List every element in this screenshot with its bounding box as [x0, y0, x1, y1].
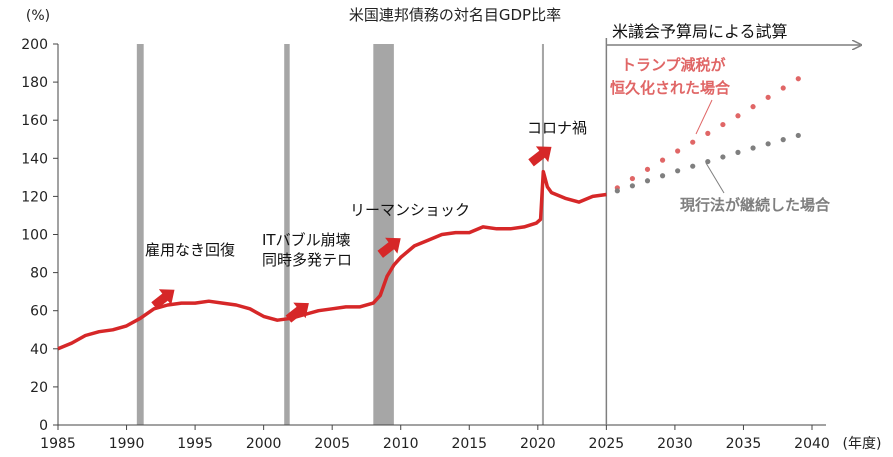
label-trump-line2: 恒久化された場合	[610, 79, 731, 97]
leader-current	[705, 162, 725, 194]
x-tick-label: 2000	[246, 436, 282, 452]
annotation-arrow	[151, 289, 175, 310]
x-tick-label: 2005	[314, 436, 350, 452]
y-tick-label: 160	[21, 113, 48, 129]
forecast-marker: 米議会予算局による試算	[605, 22, 860, 425]
x-tick-label: 2040	[794, 436, 830, 452]
series-current-point	[750, 145, 756, 151]
series	[57, 76, 801, 351]
label-current-law: 現行法が継続した場合	[680, 196, 831, 214]
annotation-it-bubble-line1: ITバブル崩壊	[262, 231, 351, 249]
series-trump-point	[750, 104, 756, 110]
series-trump-point	[644, 166, 651, 172]
x-tick-label: 1990	[109, 436, 145, 452]
series-trump-point	[720, 121, 726, 128]
annotation-arrow	[377, 237, 401, 258]
series-actual-line	[57, 169, 607, 351]
series-trump-point	[705, 130, 711, 136]
y-tick-label: 0	[39, 418, 48, 434]
series-current-point	[795, 132, 801, 139]
x-tick-label: 1985	[40, 436, 76, 452]
recession-band	[541, 44, 544, 425]
y-tick-label: 100	[21, 228, 48, 244]
y-tick-label: 20	[30, 380, 48, 396]
series-current-point	[629, 183, 636, 189]
series-trump-point	[765, 94, 771, 100]
recession-band	[136, 44, 144, 425]
series-current-point	[675, 168, 681, 174]
series-current-point	[659, 173, 666, 179]
annotation-lehman: リーマンショック	[350, 201, 470, 219]
series-trump-point	[675, 148, 681, 154]
label-trump-text: トランプ減税が	[621, 56, 727, 74]
series-current-point	[690, 163, 696, 169]
annotation-covid: コロナ禍	[527, 119, 587, 137]
axes: 米国連邦債務の対名目GDP比率 (%) (年度) 020406080100120…	[21, 6, 881, 452]
label-trump-line1: トランプ減税が	[621, 56, 727, 74]
y-tick-label: 120	[21, 189, 48, 205]
label-trump-text2: 恒久化された場合	[610, 79, 731, 97]
series-trump-point	[690, 139, 696, 145]
series-current-point	[614, 188, 620, 194]
series-current-point	[735, 149, 741, 155]
x-tick-label: 2010	[383, 436, 419, 452]
y-tick-label: 80	[30, 266, 48, 282]
annotation-jobless-recovery: 雇用なき回復	[145, 241, 235, 259]
y-tick-label: 200	[21, 37, 48, 53]
series-current-point	[765, 141, 771, 147]
series-trump-point	[659, 157, 666, 163]
y-axis-label: (%)	[26, 8, 50, 24]
series-trump-point	[795, 76, 801, 82]
x-axis-label: (年度)	[843, 436, 882, 452]
series-current-point	[720, 154, 726, 160]
x-tick-label: 2015	[451, 436, 487, 452]
y-tick-label: 140	[21, 151, 48, 167]
y-tick-label: 180	[21, 75, 48, 91]
x-tick-label: 2030	[657, 436, 693, 452]
x-tick-label: 2020	[520, 436, 556, 452]
annotations: 雇用なき回復 ITバブル崩壊 同時多発テロ リーマンショック コロナ禍 トランプ…	[145, 56, 831, 323]
recession-band	[284, 44, 290, 425]
annotation-arrow	[528, 146, 552, 167]
series-current-point	[780, 137, 786, 143]
x-tick-label: 2025	[589, 436, 625, 452]
annotation-arrow	[285, 302, 309, 323]
y-tick-label: 40	[30, 342, 48, 358]
recession-bands	[136, 44, 544, 425]
series-current-point	[644, 178, 651, 184]
recession-band	[373, 44, 394, 425]
annotation-it-bubble-line2: 同時多発テロ	[262, 251, 352, 269]
chart-title: 米国連邦債務の対名目GDP比率	[349, 6, 561, 24]
forecast-label: 米議会予算局による試算	[612, 22, 788, 41]
y-tick-label: 60	[30, 304, 48, 320]
x-tick-label: 1995	[177, 436, 213, 452]
leader-trump	[695, 99, 713, 135]
x-tick-label: 2035	[726, 436, 762, 452]
series-trump-point	[629, 175, 636, 182]
series-trump-point	[735, 113, 741, 119]
series-trump-point	[780, 85, 786, 91]
series-current-point	[705, 158, 711, 165]
